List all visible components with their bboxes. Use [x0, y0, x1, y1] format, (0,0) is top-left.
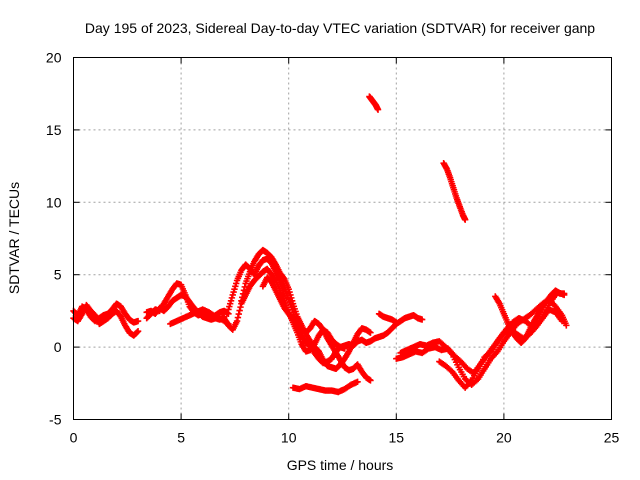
x-tick-label: 5 [177, 430, 185, 446]
x-tick-label: 15 [389, 430, 405, 446]
data-point [237, 303, 244, 311]
data-layer [70, 93, 570, 396]
data-point [239, 290, 247, 298]
data-point [233, 317, 241, 325]
data-point [354, 378, 361, 386]
y-tick-label: 10 [46, 194, 62, 210]
data-point [393, 319, 400, 326]
data-point [235, 310, 242, 318]
data-point [558, 317, 566, 325]
series-arc-15 [492, 287, 568, 346]
grid [73, 57, 612, 420]
series-arc-17 [440, 160, 469, 223]
x-tick-label: 0 [70, 430, 78, 446]
data-point [133, 328, 141, 336]
series-arc-2 [70, 301, 142, 339]
y-tick-label: -5 [49, 412, 62, 428]
axes: 0 5 10 15 20 25 -5 0 5 10 15 20 [46, 50, 620, 446]
data-point [239, 294, 246, 301]
data-point [134, 317, 142, 325]
data-point [367, 329, 374, 336]
series-arc-5 [167, 306, 232, 328]
x-tick-label: 20 [496, 430, 512, 446]
x-tick-label: 25 [604, 430, 620, 446]
plot-frame [73, 57, 612, 420]
data-point [238, 297, 245, 304]
data-point [560, 290, 568, 297]
data-point [236, 307, 243, 314]
series-arc-8 [238, 246, 374, 373]
data-point [374, 106, 382, 113]
data-point [418, 316, 426, 323]
data-point [234, 314, 242, 321]
data-point [134, 327, 142, 335]
y-axis-label: SDTVAR / TECUs [6, 182, 22, 294]
y-tick-label: 20 [46, 50, 62, 66]
data-point [367, 377, 374, 384]
data-point [461, 216, 469, 223]
y-tick-label: 5 [54, 267, 62, 283]
series-arc-16 [366, 93, 382, 113]
x-axis-label: GPS time / hours [287, 457, 394, 473]
series-arc-9 [259, 274, 374, 384]
data-point [341, 345, 348, 352]
series-arc-11 [375, 310, 400, 326]
data-point [240, 287, 248, 294]
chart-title: Day 195 of 2023, Sidereal Day-to-day VTE… [85, 20, 595, 36]
data-point [563, 322, 570, 329]
series-arc-10 [289, 378, 361, 396]
y-tick-label: 0 [54, 339, 62, 355]
y-tick-label: 15 [46, 122, 62, 138]
x-tick-label: 10 [281, 430, 297, 446]
data-point [241, 283, 248, 291]
